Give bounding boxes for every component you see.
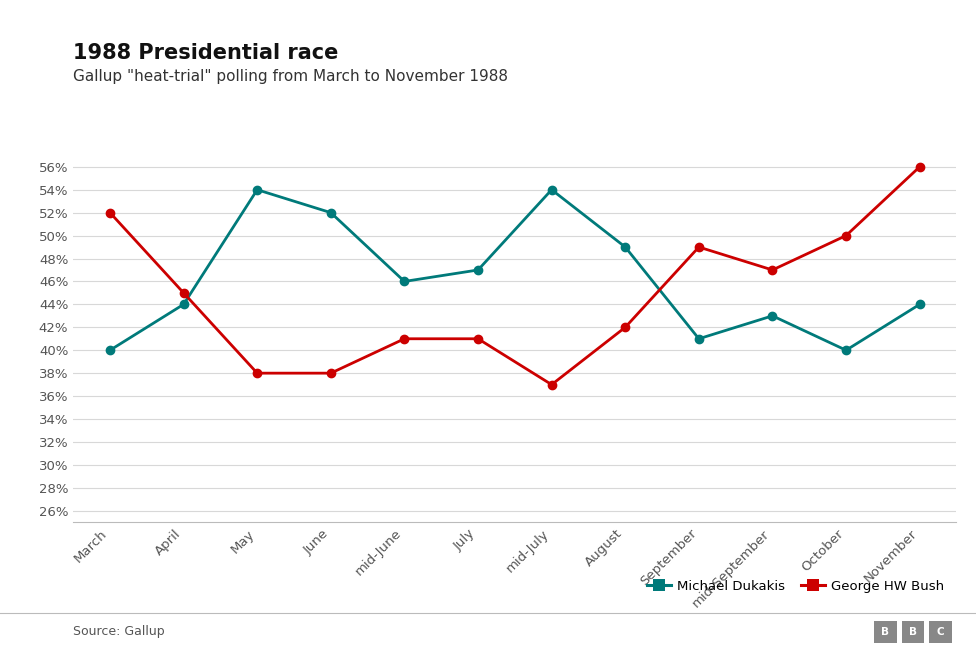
FancyBboxPatch shape <box>874 621 897 643</box>
Text: C: C <box>937 627 945 637</box>
Text: B: B <box>881 627 889 637</box>
Text: Gallup "heat-trial" polling from March to November 1988: Gallup "heat-trial" polling from March t… <box>73 69 508 85</box>
FancyBboxPatch shape <box>902 621 924 643</box>
Text: Source: Gallup: Source: Gallup <box>73 625 165 638</box>
Text: B: B <box>909 627 917 637</box>
Legend: Michael Dukakis, George HW Bush: Michael Dukakis, George HW Bush <box>641 574 950 598</box>
Text: 1988 Presidential race: 1988 Presidential race <box>73 43 339 63</box>
FancyBboxPatch shape <box>929 621 952 643</box>
